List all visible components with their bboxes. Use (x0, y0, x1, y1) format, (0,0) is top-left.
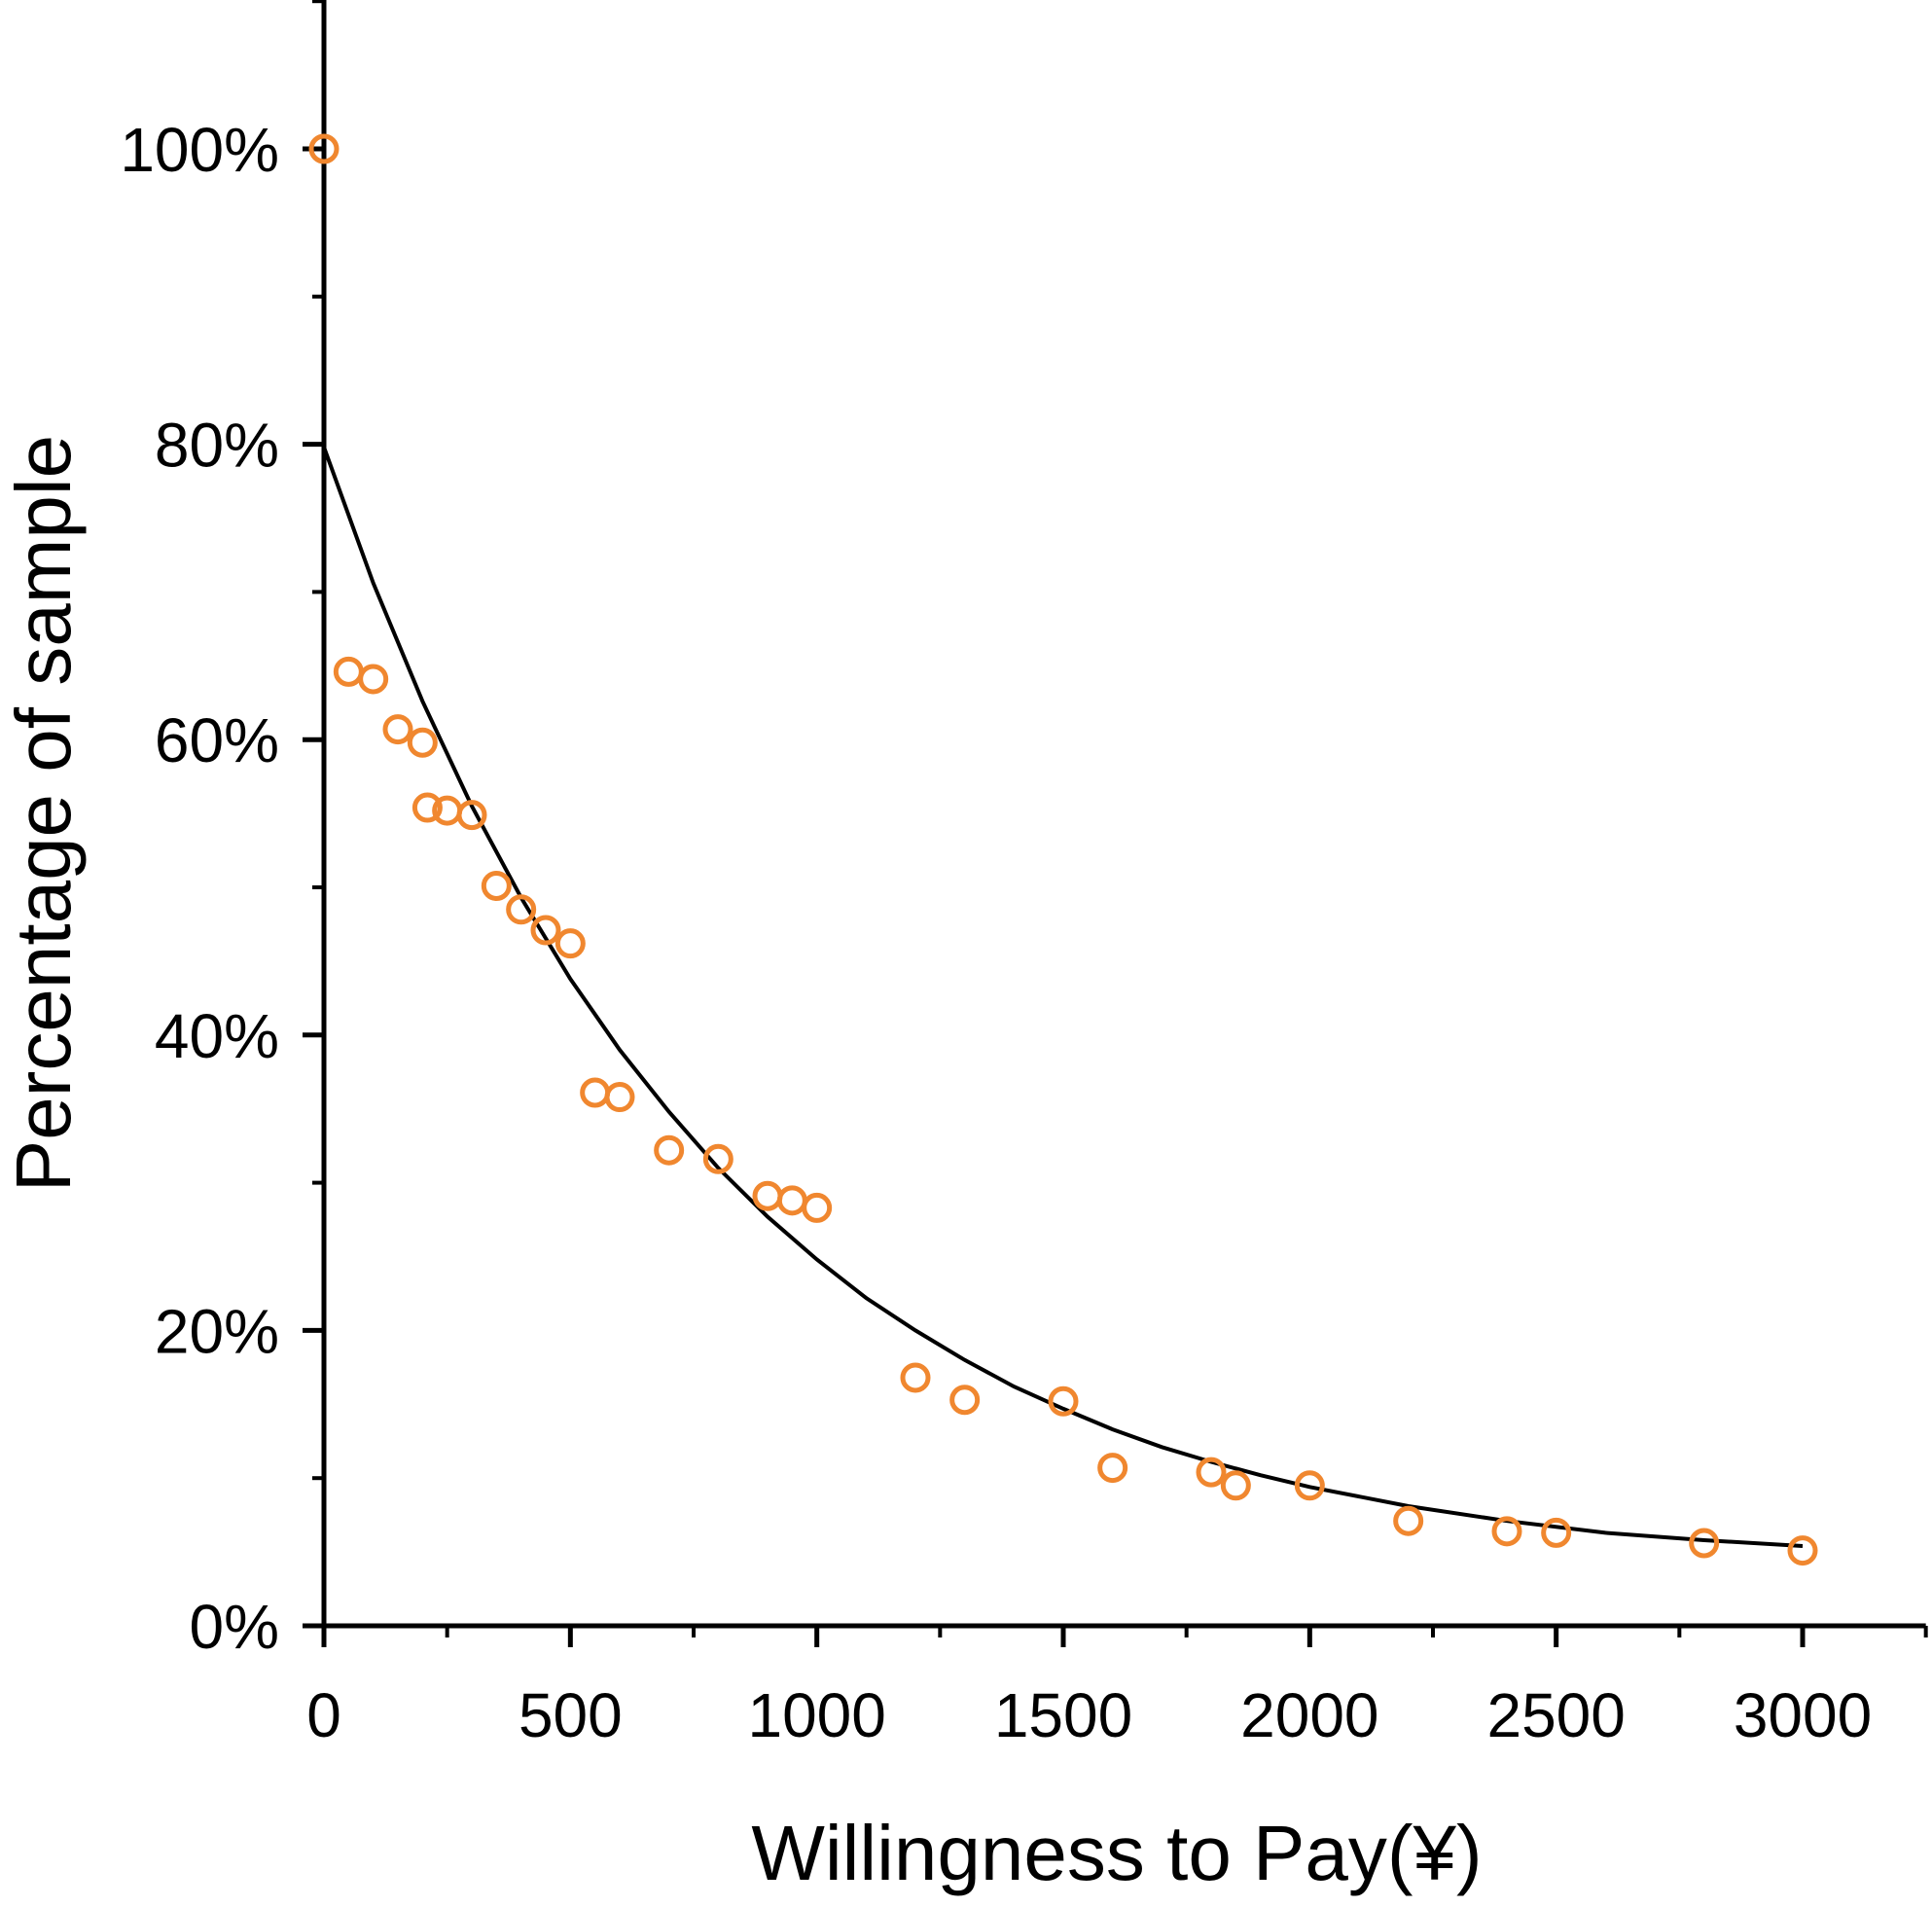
x-ticks: 0 500 1000 1500 2000 2500 3000 (306, 1626, 1928, 1750)
x-axis-title: Willingness to Pay(¥) (751, 1810, 1482, 1896)
y-tick-label: 80% (155, 411, 279, 481)
data-point (1294, 1470, 1325, 1501)
x-tick-label: 2000 (1240, 1680, 1378, 1750)
data-point (776, 1185, 807, 1216)
x-tick-label: 0 (306, 1680, 341, 1750)
data-point (358, 664, 389, 695)
fit-curve (322, 446, 1804, 1548)
data-point (530, 915, 561, 946)
y-tick-label: 100% (120, 115, 279, 185)
data-point (580, 1077, 611, 1108)
data-point (456, 800, 487, 831)
data-point (1787, 1535, 1818, 1566)
data-point (1220, 1470, 1251, 1501)
y-tick-label: 20% (155, 1296, 279, 1366)
data-point (333, 656, 364, 687)
data-point (702, 1143, 733, 1174)
data-point (1048, 1385, 1079, 1417)
data-point (1689, 1528, 1720, 1559)
axes: 0 500 1000 1500 2000 2500 3000 0% 20% 40% 60% 80% 1… (120, 0, 1928, 1750)
data-point (1491, 1516, 1522, 1547)
data-point (949, 1385, 981, 1416)
x-tick-label: 1500 (994, 1680, 1132, 1750)
y-tick-label: 0% (190, 1592, 280, 1662)
x-tick-label: 1000 (747, 1680, 885, 1750)
data-point (654, 1134, 685, 1166)
data-point (1393, 1505, 1424, 1536)
data-point (555, 928, 586, 959)
data-points (308, 133, 1818, 1566)
data-point (900, 1362, 931, 1393)
y-tick-label: 60% (155, 705, 279, 775)
data-point (407, 727, 438, 758)
data-point (752, 1180, 783, 1211)
data-point (604, 1082, 635, 1113)
data-point (308, 133, 340, 164)
data-point (481, 870, 512, 901)
data-point (1541, 1517, 1572, 1548)
x-tick-label: 3000 (1734, 1680, 1872, 1750)
y-tick-label: 40% (155, 1001, 279, 1071)
data-point (802, 1192, 833, 1223)
data-point (411, 792, 443, 823)
x-tick-label: 2500 (1486, 1680, 1625, 1750)
y-ticks: 0% 20% 40% 60% 80% 100% (120, 0, 324, 1662)
data-point (1196, 1457, 1227, 1488)
y-axis-title: Percentage of sample (0, 435, 87, 1192)
x-tick-label: 500 (519, 1680, 623, 1750)
data-point (382, 714, 413, 745)
data-point (1097, 1453, 1128, 1484)
data-point (506, 894, 537, 925)
